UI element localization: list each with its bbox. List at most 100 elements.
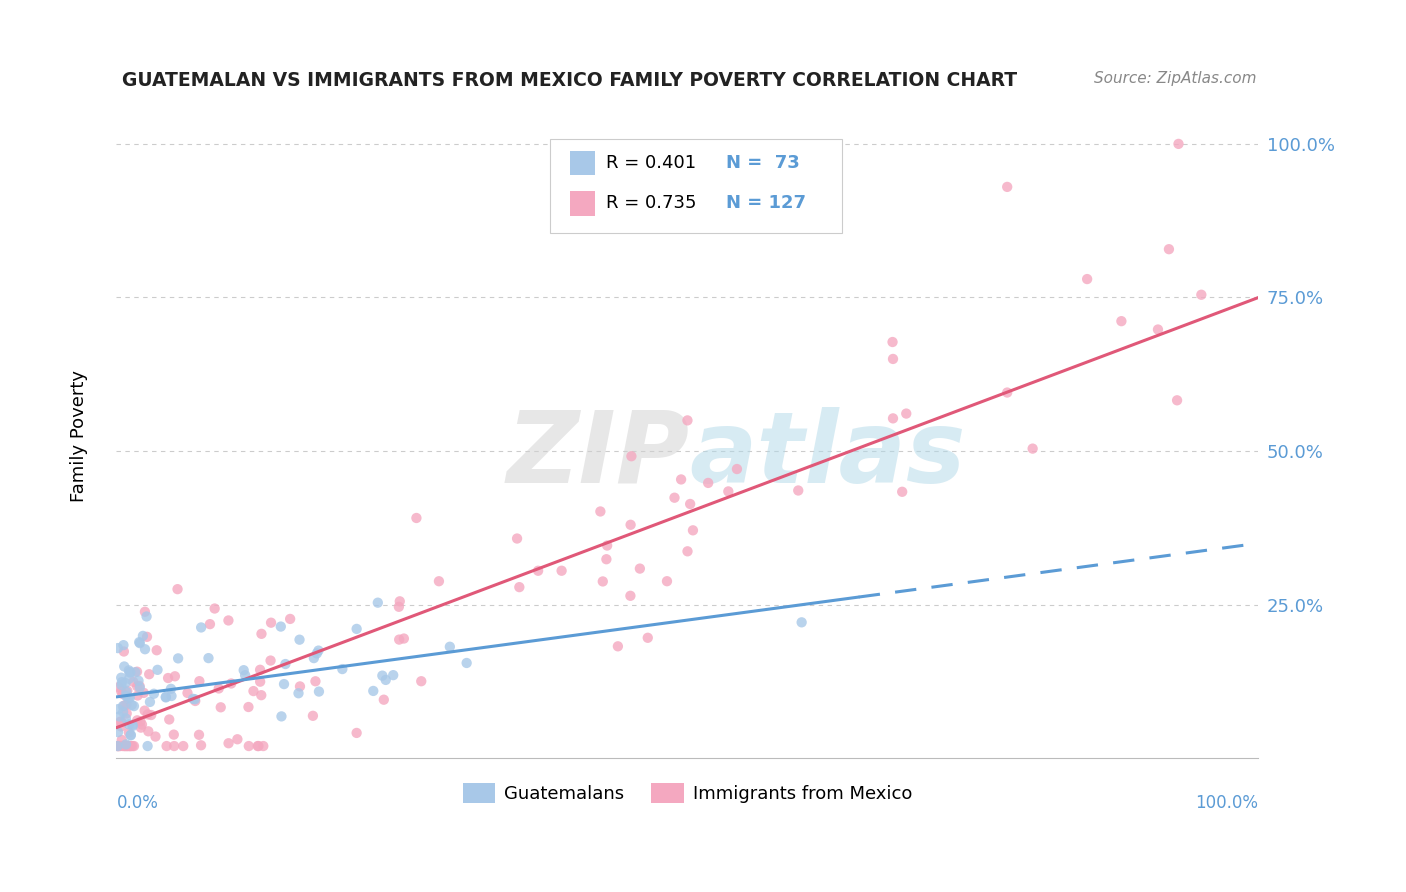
Point xyxy=(1167,136,1189,151)
Text: Source: ZipAtlas.com: Source: ZipAtlas.com xyxy=(1094,71,1256,87)
Point xyxy=(308,684,330,698)
Point xyxy=(427,574,450,589)
Point xyxy=(145,730,167,744)
Point xyxy=(142,687,165,701)
Point xyxy=(308,643,330,657)
Point xyxy=(157,713,180,727)
Point xyxy=(128,673,150,688)
Point xyxy=(114,676,136,690)
Point xyxy=(304,674,326,689)
Point xyxy=(107,739,129,753)
Point xyxy=(373,692,395,706)
Point xyxy=(550,564,572,578)
Point xyxy=(121,719,143,733)
Point xyxy=(198,617,221,632)
Point xyxy=(506,532,529,546)
Point xyxy=(346,622,368,636)
Point xyxy=(107,680,129,694)
Point xyxy=(107,739,129,753)
Point xyxy=(115,739,138,753)
Point xyxy=(190,620,212,634)
Text: R = 0.401: R = 0.401 xyxy=(606,153,696,172)
Point xyxy=(118,664,141,678)
Point xyxy=(134,704,156,718)
Point xyxy=(184,694,207,708)
Point xyxy=(131,717,153,731)
Point xyxy=(664,491,686,505)
Point xyxy=(124,665,146,680)
Point xyxy=(111,675,134,690)
Point xyxy=(114,739,136,753)
Point xyxy=(619,589,641,603)
Point xyxy=(129,714,152,729)
Point xyxy=(288,680,311,694)
Point xyxy=(110,684,132,698)
Point xyxy=(246,739,269,753)
Point xyxy=(676,544,699,558)
Point xyxy=(891,484,914,499)
Point xyxy=(1076,272,1098,286)
Point xyxy=(405,511,427,525)
Point xyxy=(209,700,232,714)
Point xyxy=(330,662,353,676)
Point xyxy=(111,739,134,753)
Point xyxy=(115,685,138,699)
Point xyxy=(302,651,325,665)
Point xyxy=(112,698,135,713)
Point xyxy=(278,612,301,626)
Point xyxy=(250,688,273,702)
Point xyxy=(117,691,139,706)
Point xyxy=(136,630,159,644)
Point xyxy=(260,615,283,630)
Point xyxy=(188,728,211,742)
Point xyxy=(155,690,177,704)
Point xyxy=(155,690,177,705)
Point xyxy=(129,721,152,735)
Point xyxy=(107,702,129,716)
Point xyxy=(620,517,643,532)
Point xyxy=(204,601,226,615)
Point xyxy=(132,629,155,643)
Point xyxy=(606,640,628,654)
Point xyxy=(508,580,530,594)
Point xyxy=(121,718,143,732)
Point xyxy=(114,739,136,753)
Point xyxy=(242,684,264,698)
Point xyxy=(110,678,132,692)
Point xyxy=(717,484,740,499)
Point xyxy=(233,668,256,682)
Point xyxy=(134,605,156,619)
Point xyxy=(217,614,239,628)
Point xyxy=(188,674,211,689)
Text: GUATEMALAN VS IMMIGRANTS FROM MEXICO FAMILY POVERTY CORRELATION CHART: GUATEMALAN VS IMMIGRANTS FROM MEXICO FAM… xyxy=(122,71,1018,90)
Point xyxy=(388,594,411,608)
Point xyxy=(122,674,145,689)
Point xyxy=(270,619,292,633)
Point xyxy=(110,671,132,685)
Point xyxy=(120,665,142,680)
Point xyxy=(107,641,129,656)
Point xyxy=(439,640,461,654)
Point xyxy=(247,739,270,753)
Point xyxy=(112,659,135,673)
Text: 100.0%: 100.0% xyxy=(1195,794,1258,812)
Point xyxy=(669,472,692,486)
Point xyxy=(128,636,150,650)
FancyBboxPatch shape xyxy=(569,191,595,216)
Point xyxy=(190,739,212,753)
Point xyxy=(1157,242,1180,256)
Point xyxy=(163,669,186,683)
Point xyxy=(637,631,659,645)
Point xyxy=(166,582,188,596)
Point xyxy=(208,681,231,696)
Point xyxy=(136,724,159,739)
Point xyxy=(112,638,135,652)
Point xyxy=(676,413,699,427)
Point xyxy=(115,689,138,703)
Point xyxy=(181,691,204,706)
Point xyxy=(115,698,138,712)
Point xyxy=(238,700,260,714)
Point xyxy=(107,725,129,739)
Point xyxy=(111,733,134,747)
Point xyxy=(122,699,145,714)
